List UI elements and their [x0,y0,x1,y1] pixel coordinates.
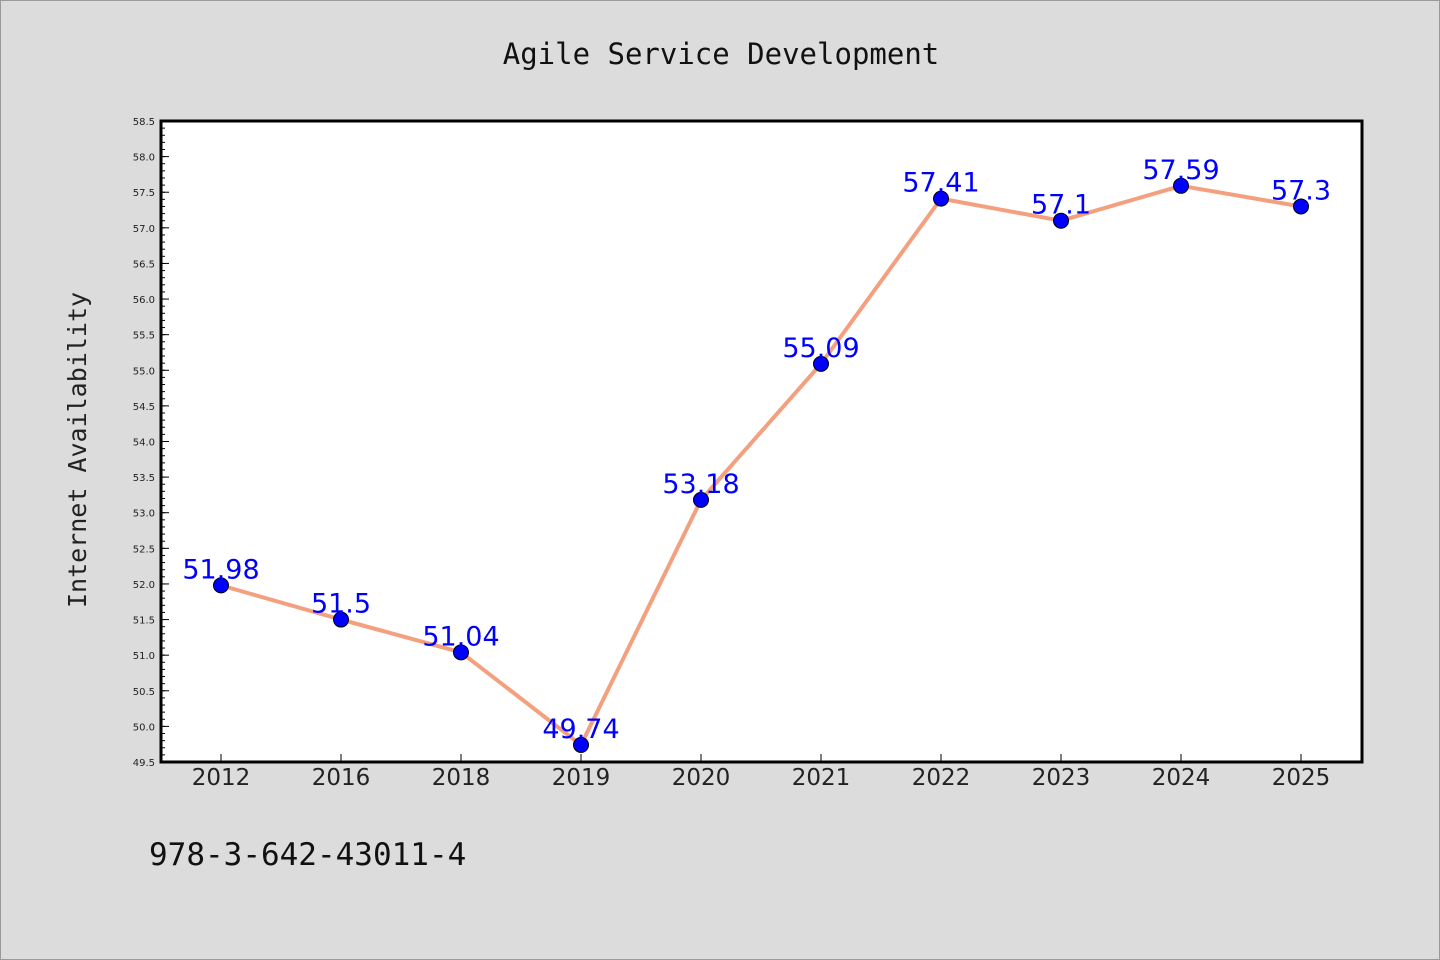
data-point [573,736,589,753]
y-tick-label: 52.0 [133,580,155,591]
x-tick-label: 2018 [432,765,491,791]
x-tick-label: 2012 [192,765,251,791]
y-tick-label: 56.5 [133,259,155,270]
data-point [813,355,829,372]
x-tick-label: 2020 [672,765,731,791]
y-tick-label: 54.0 [133,438,155,449]
data-point [1053,212,1069,229]
y-tick-label: 52.5 [133,544,155,555]
x-axis: 2012 2016 2018 2019 2020 2021 2022 2023 2024 2025 [192,754,1331,791]
series-layer [213,177,1309,753]
y-tick-label: 57.5 [133,188,155,199]
plot-frame [159,119,1364,764]
x-tick-label: 2019 [552,765,611,791]
y-axis-label: Internet Availability [63,292,92,608]
y-tick-label: 51.0 [133,651,155,662]
data-label: 57.59 [1142,155,1219,186]
x-tick-label: 2021 [792,765,851,791]
y-tick-label: 50.5 [133,687,155,698]
y-tick-label: 55.5 [133,331,155,342]
y-tick-label: 55.0 [133,366,155,377]
x-tick-label: 2023 [1032,765,1091,791]
data-point [693,491,709,508]
data-point [1293,198,1309,215]
data-label-layer: 51.98 51.5 51.04 49.74 53.18 55.09 57.41 57.1 57… [182,155,1331,745]
y-tick-label: 53.5 [133,473,155,484]
y-tick-label: 56.0 [133,295,155,306]
x-tick-label: 2025 [1272,765,1331,791]
data-label: 57.41 [902,168,979,199]
data-label: 53.18 [662,469,739,500]
series-line [219,183,1303,747]
y-tick-label: 49.5 [133,758,155,769]
footnote-isbn: 978-3-642-43011-4 [149,837,466,873]
data-label: 57.3 [1271,175,1331,206]
data-label: 51.98 [182,554,259,585]
data-point [1173,177,1189,194]
plot-area [161,121,1362,762]
data-point [933,190,949,207]
data-point [333,611,349,628]
data-label: 51.5 [311,589,371,620]
y-tick-label: 50.0 [133,722,155,733]
y-tick-label: 54.5 [133,402,155,413]
data-label: 55.09 [782,333,859,364]
y-tick-label: 53.0 [133,509,155,520]
x-tick-label: 2024 [1152,765,1211,791]
y-tick-label: 57.0 [133,224,155,235]
y-tick-label: 58.5 [133,117,155,128]
chart-title: Agile Service Development [503,37,940,71]
x-tick-label: 2022 [912,765,971,791]
data-point [453,644,469,661]
data-label: 57.1 [1031,190,1091,221]
x-tick-label: 2016 [312,765,371,791]
data-label: 51.04 [422,621,499,652]
data-label: 49.74 [542,714,619,745]
data-point [213,577,229,594]
y-tick-label: 51.5 [133,616,155,627]
y-tick-label: 58.0 [133,153,155,164]
